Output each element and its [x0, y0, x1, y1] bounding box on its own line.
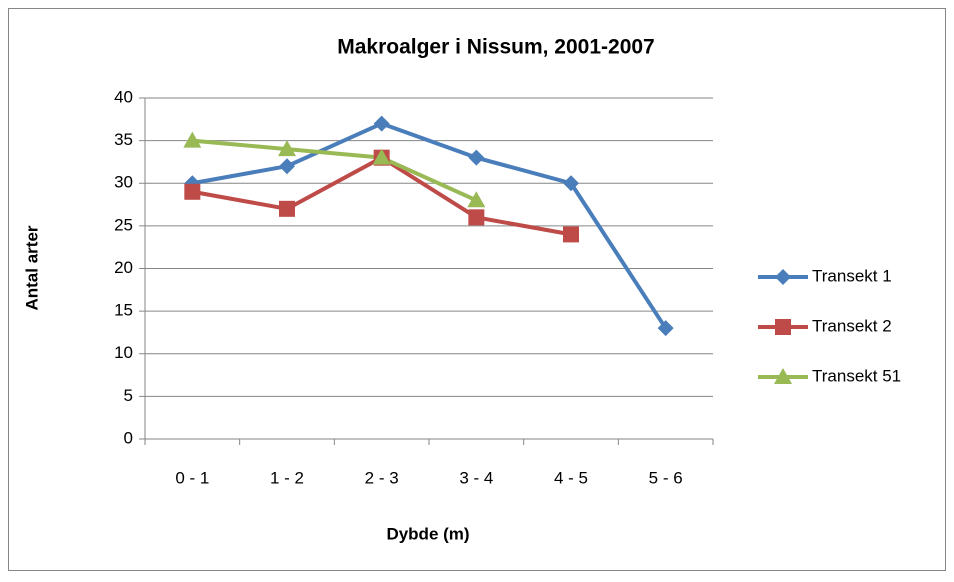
x-tick-label: 4 - 5: [554, 468, 588, 487]
marker: [183, 131, 202, 148]
marker: [563, 226, 579, 243]
y-tick-label: 30: [114, 173, 133, 192]
marker: [279, 200, 295, 217]
y-tick-label: 5: [124, 386, 133, 405]
marker: [774, 368, 792, 384]
marker: [372, 148, 391, 165]
y-tick-label: 35: [114, 130, 133, 149]
x-tick-label: 2 - 3: [365, 468, 399, 487]
marker: [563, 175, 579, 192]
series-line: [192, 138, 478, 203]
x-tick-label: 0 - 1: [175, 468, 209, 487]
chart-frame: [8, 8, 946, 571]
marker: [279, 158, 295, 175]
x-axis-label: Dybde (m): [386, 524, 469, 543]
y-tick-label: 15: [114, 301, 133, 320]
marker: [467, 191, 486, 208]
marker: [775, 269, 791, 285]
y-tick-label: 40: [114, 87, 133, 106]
x-tick-label: 1 - 2: [270, 468, 304, 487]
legend-label: Transekt 51: [812, 366, 901, 385]
y-tick-label: 0: [124, 428, 133, 447]
y-axis-label: Antal arter: [22, 225, 41, 310]
marker: [775, 319, 791, 335]
marker: [657, 320, 674, 337]
marker: [278, 140, 296, 157]
marker: [468, 149, 485, 166]
legend-label: Transekt 2: [812, 316, 892, 335]
marker: [184, 183, 201, 200]
marker: [468, 209, 485, 226]
y-tick-label: 20: [114, 258, 133, 277]
series-line: [191, 121, 668, 330]
legend-label: Transekt 1: [812, 266, 892, 285]
x-tick-label: 3 - 4: [459, 468, 493, 487]
y-tick-label: 10: [114, 343, 133, 362]
marker: [373, 115, 390, 132]
chart-title: Makroalger i Nissum, 2001-2007: [337, 36, 655, 59]
y-tick-label: 25: [114, 215, 133, 234]
x-tick-label: 5 - 6: [649, 468, 683, 487]
